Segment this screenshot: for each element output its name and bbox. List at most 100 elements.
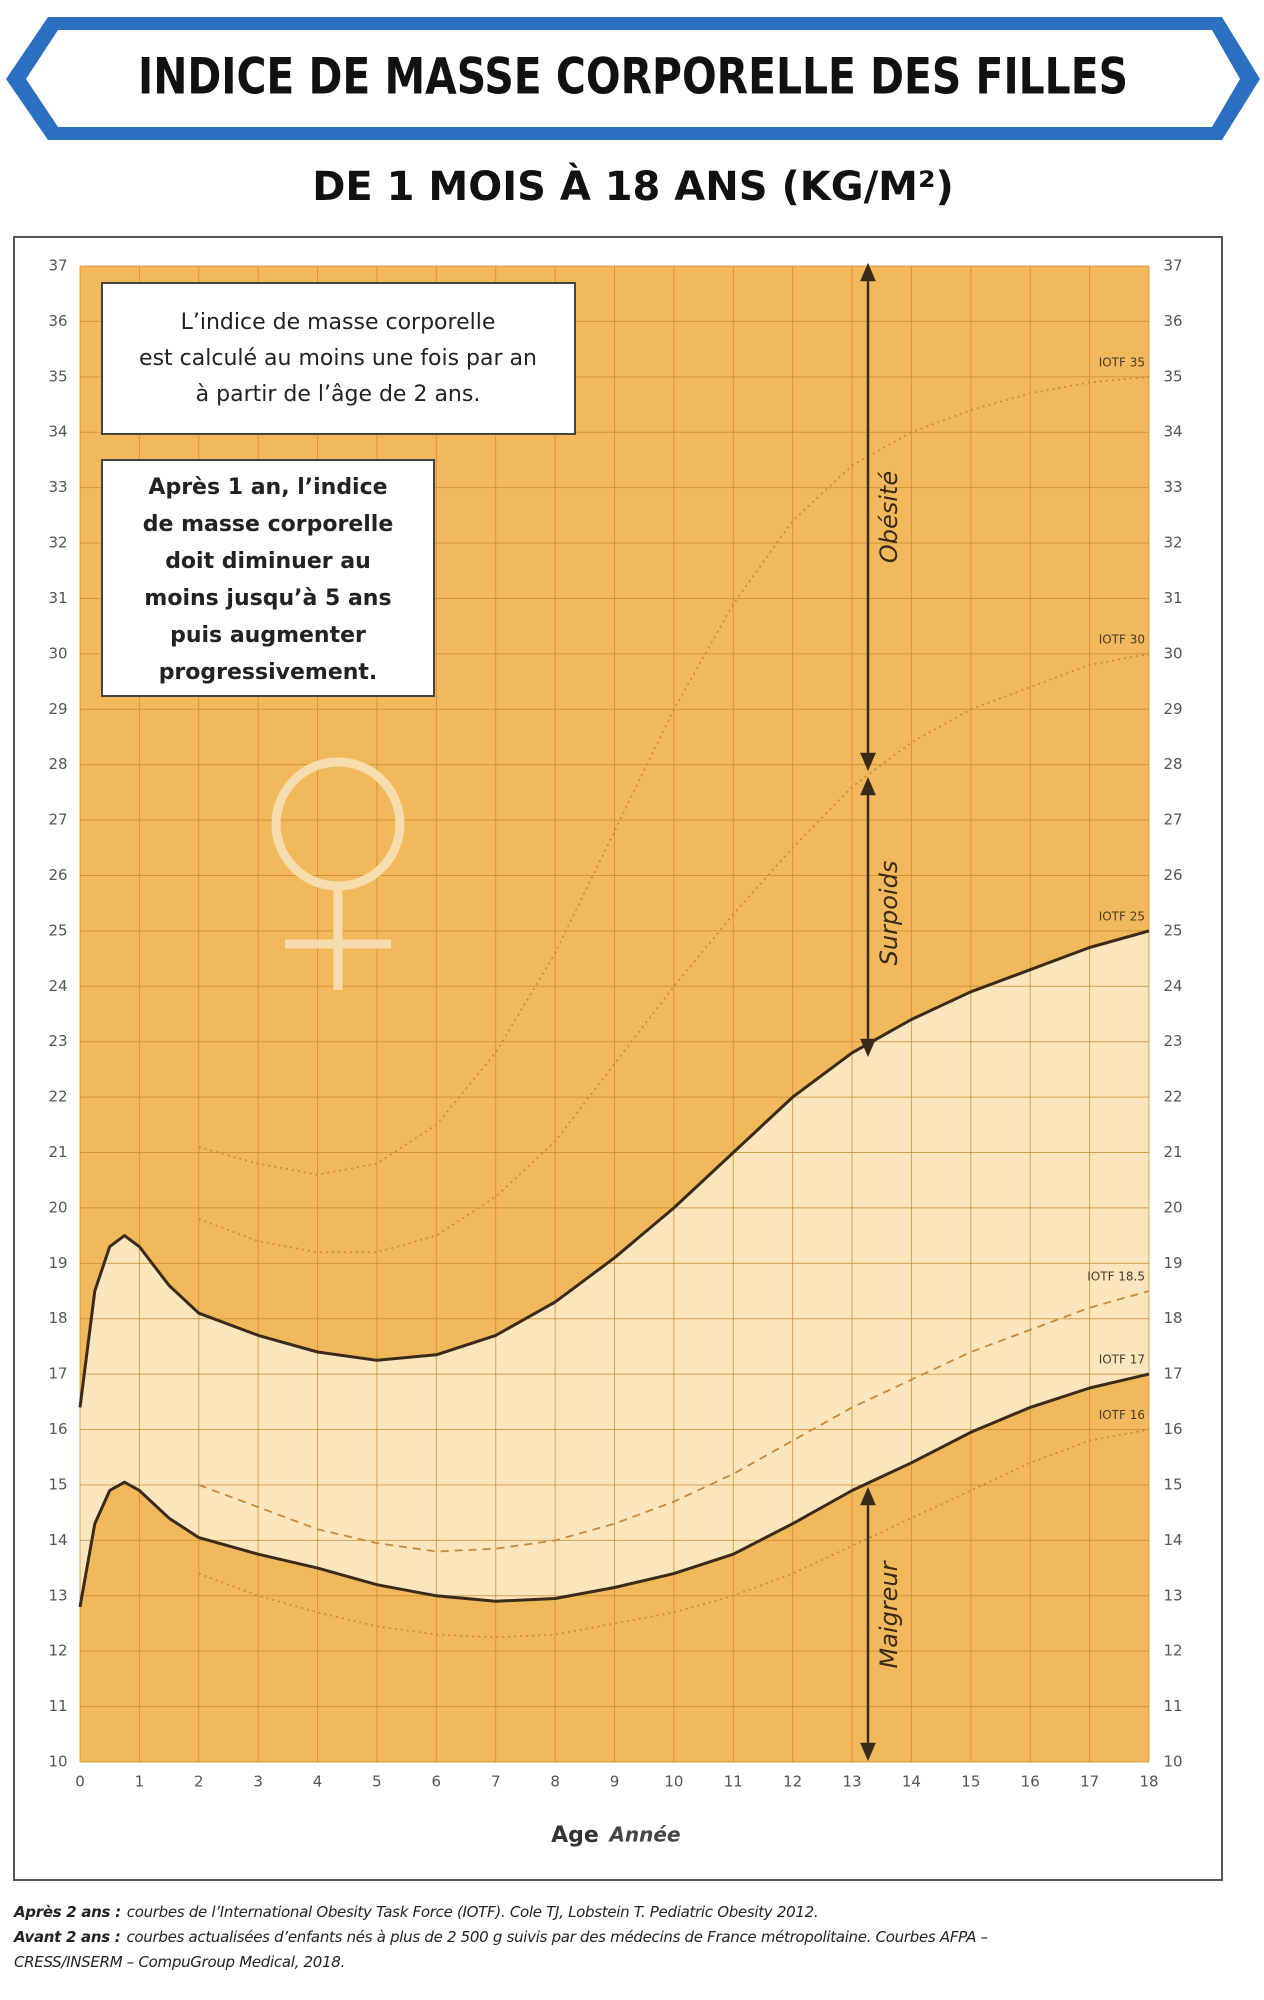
y2-tick-label: 20 <box>1163 1198 1182 1216</box>
series-label: IOTF 17 <box>1099 1353 1145 1367</box>
x-axis-label: Age <box>551 1823 599 1848</box>
venus-symbol <box>271 757 405 990</box>
info-text: L’indice de masse corporelle <box>181 310 496 335</box>
footnote-lead: Avant 2 ans : <box>13 1928 120 1946</box>
series-label: IOTF 30 <box>1099 632 1145 646</box>
y-tick-label: 11 <box>48 1697 67 1715</box>
y-tick-label: 36 <box>48 312 67 330</box>
series-line <box>198 1428 1150 1639</box>
y2-tick-label: 29 <box>1163 700 1182 718</box>
y2-tick-label: 30 <box>1163 644 1182 662</box>
y-tick-label: 20 <box>48 1198 67 1216</box>
x-tick-label: 1 <box>135 1773 145 1791</box>
info-text: doit diminuer au <box>165 549 371 574</box>
footnote-text: CRESS/INSERM – CompuGroup Medical, 2018. <box>14 1953 345 1971</box>
x-tick-label: 0 <box>75 1773 85 1791</box>
zone-arrows <box>860 262 876 1762</box>
y2-tick-label: 17 <box>1163 1365 1182 1383</box>
y2-tick-label: 32 <box>1163 534 1182 552</box>
x-tick-label: 2 <box>194 1773 204 1791</box>
title-banner-inner <box>26 30 1240 127</box>
y2-tick-label: 21 <box>1163 1143 1182 1161</box>
chart-title: INDICE DE MASSE CORPORELLE DES FILLES <box>138 48 1128 106</box>
x-tick-label: 3 <box>253 1773 263 1791</box>
footnote: CRESS/INSERM – CompuGroup Medical, 2018. <box>14 1953 345 1971</box>
y-tick-label: 28 <box>48 755 67 773</box>
footnote: Après 2 ans : courbes de l’International … <box>13 1903 818 1921</box>
x-tick-label: 5 <box>372 1773 382 1791</box>
info-text: Après 1 an, l’indice <box>148 475 387 500</box>
footnote-lead: Après 2 ans : <box>13 1903 121 1921</box>
y-tick-label: 13 <box>48 1586 67 1604</box>
info-box: L’indice de masse corporelle est calculé … <box>101 282 576 435</box>
y-tick-label: 12 <box>48 1642 67 1660</box>
y-tick-label: 30 <box>48 644 67 662</box>
info-box: Après 1 an, l’indice de masse corporelle d… <box>101 459 435 697</box>
y-tick-label: 14 <box>48 1531 67 1549</box>
y2-tick-label: 12 <box>1163 1642 1182 1660</box>
y-tick-label: 23 <box>48 1032 67 1050</box>
y-tick-label: 19 <box>48 1254 67 1272</box>
y2-tick-label: 16 <box>1163 1420 1182 1438</box>
y2-tick-label: 15 <box>1163 1475 1182 1493</box>
series-line <box>198 375 1150 1176</box>
footnotes: Après 2 ans : courbes de l’International … <box>13 1903 988 1971</box>
footnote-text: courbes actualisées d’enfants nés à plus… <box>126 1928 987 1946</box>
x-tick-label: 17 <box>1080 1773 1099 1791</box>
y-tick-label: 31 <box>48 589 67 607</box>
footnote-text: courbes de l’International Obesity Task … <box>127 1903 819 1921</box>
x-tick-label: 7 <box>491 1773 501 1791</box>
y2-tick-label: 23 <box>1163 1032 1182 1050</box>
y2-tick-label: 33 <box>1163 478 1182 496</box>
y2-tick-label: 11 <box>1163 1697 1182 1715</box>
x-tick-label: 13 <box>843 1773 862 1791</box>
y-tick-label: 35 <box>48 367 67 385</box>
x-tick-label: 4 <box>313 1773 323 1791</box>
y-tick-label: 29 <box>48 700 67 718</box>
info-text: puis augmenter <box>170 623 366 648</box>
y2-tick-label: 14 <box>1163 1531 1182 1549</box>
y2-tick-label: 18 <box>1163 1309 1182 1327</box>
info-box-frame <box>101 282 576 435</box>
y2-tick-label: 26 <box>1163 866 1182 884</box>
x-tick-label: 18 <box>1139 1773 1158 1791</box>
y2-tick-label: 36 <box>1163 312 1182 330</box>
y2-tick-label: 24 <box>1163 977 1182 995</box>
zone-label: Obésité <box>875 471 903 563</box>
x-tick-label: 12 <box>783 1773 802 1791</box>
footnote: Avant 2 ans : courbes actualisées d’enfan… <box>13 1928 988 1946</box>
info-text: progressivement. <box>159 660 378 685</box>
series-label: IOTF 16 <box>1099 1408 1145 1422</box>
series-label: IOTF 18.5 <box>1087 1270 1145 1284</box>
y2-tick-label: 25 <box>1163 921 1182 939</box>
x-tick-label: 6 <box>432 1773 442 1791</box>
y-tick-label: 25 <box>48 921 67 939</box>
zone-label: Surpoids <box>875 861 903 966</box>
y2-tick-label: 31 <box>1163 589 1182 607</box>
series-line <box>198 1290 1150 1553</box>
y-tick-label: 32 <box>48 534 67 552</box>
info-text: à partir de l’âge de 2 ans. <box>196 382 481 407</box>
series-line <box>78 929 1150 1408</box>
zone-label: Maigreur <box>875 1559 903 1668</box>
info-text: est calculé au moins une fois par an <box>139 346 537 371</box>
series-line <box>198 653 1150 1254</box>
y-tick-label: 17 <box>48 1365 67 1383</box>
y-tick-label: 10 <box>48 1753 67 1771</box>
y-tick-label: 26 <box>48 866 67 884</box>
y2-tick-label: 37 <box>1163 257 1182 275</box>
y2-tick-label: 35 <box>1163 367 1182 385</box>
x-tick-label: 11 <box>724 1773 743 1791</box>
y2-tick-label: 34 <box>1163 423 1182 441</box>
y2-tick-label: 19 <box>1163 1254 1182 1272</box>
y-tick-label: 22 <box>48 1088 67 1106</box>
x-tick-label: 16 <box>1021 1773 1040 1791</box>
y2-tick-label: 10 <box>1163 1753 1182 1771</box>
y2-tick-label: 22 <box>1163 1088 1182 1106</box>
series-label: IOTF 35 <box>1099 355 1145 369</box>
y-tick-label: 37 <box>48 257 67 275</box>
series-line <box>78 1372 1150 1608</box>
y-tick-label: 16 <box>48 1420 67 1438</box>
